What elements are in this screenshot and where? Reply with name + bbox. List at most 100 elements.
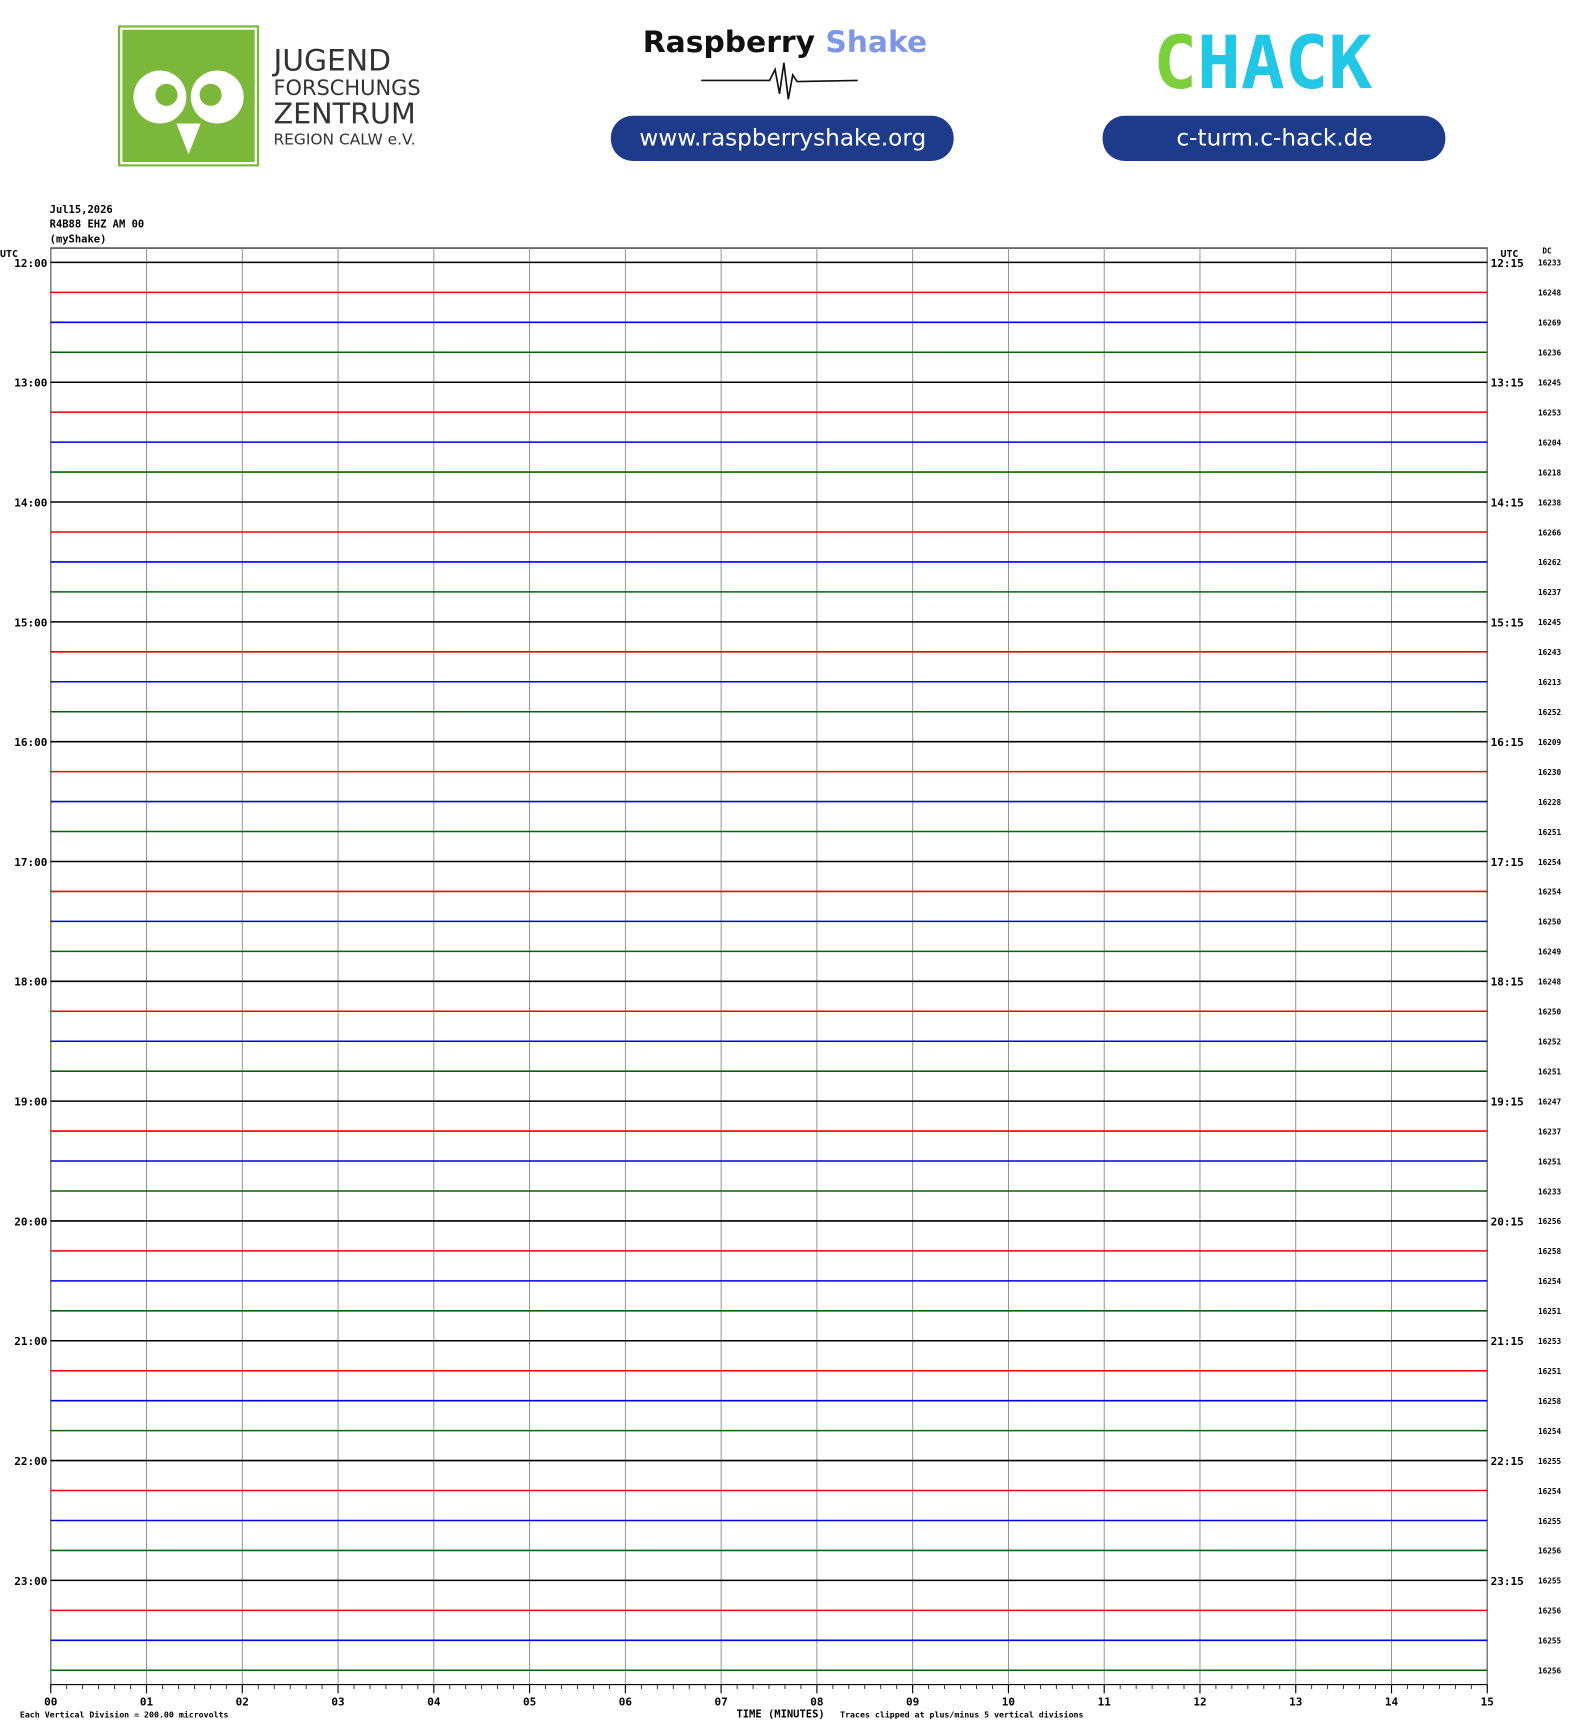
- x-tick-label: 06: [619, 1696, 633, 1709]
- row-label-right: 23:15: [1491, 1575, 1524, 1588]
- chack-c: C: [1153, 21, 1197, 106]
- x-tick-label: 11: [1098, 1696, 1112, 1709]
- dc-value: 16252: [1538, 708, 1561, 717]
- rs-url-pill[interactable]: [610, 115, 954, 161]
- dc-value: 16255: [1538, 1457, 1562, 1466]
- row-label-right: 21:15: [1491, 1335, 1524, 1348]
- row-label-right: 19:15: [1491, 1096, 1524, 1109]
- x-tick-label: 02: [236, 1696, 249, 1709]
- dc-value: 16249: [1538, 948, 1562, 957]
- row-label-left: 15:00: [14, 616, 47, 629]
- dc-value: 16254: [1538, 1277, 1562, 1286]
- dc-value: 16252: [1538, 1038, 1561, 1047]
- row-label-left: 17:00: [14, 856, 47, 869]
- row-label-left: 14:00: [14, 496, 47, 509]
- x-tick-label: 10: [1002, 1696, 1015, 1709]
- rs-word: Raspberry Shake: [643, 25, 927, 60]
- row-label-left: 18:00: [14, 976, 47, 989]
- left-unit: UTC: [0, 249, 18, 260]
- station-info: Jul15,2026: [50, 204, 113, 216]
- dc-value: 16253: [1538, 408, 1562, 417]
- x-tick-label: 00: [44, 1696, 57, 1709]
- rs-word1: Raspberry: [643, 25, 815, 60]
- row-label-left: 23:00: [14, 1575, 47, 1588]
- station-info: (myShake): [50, 234, 107, 246]
- x-tick-label: 09: [906, 1696, 919, 1709]
- helicorder: Jul15,2026 R4B88 EHZ AM 00 (myShake) UTC UTC…: [0, 204, 1562, 1721]
- x-tick-label: 01: [140, 1696, 154, 1709]
- x-tick-label: 15: [1481, 1696, 1494, 1709]
- dc-value: 16251: [1538, 1367, 1562, 1376]
- dc-value: 16253: [1538, 1337, 1562, 1346]
- chack-logo: CHACK: [1153, 21, 1372, 106]
- x-tick-label: 04: [427, 1696, 441, 1709]
- row-label-right: 22:15: [1491, 1455, 1524, 1468]
- clip-note: Traces clipped at plus/minus 5 vertical …: [840, 1710, 1083, 1720]
- dc-value: 16236: [1538, 349, 1562, 358]
- dc-value: 16233: [1538, 1187, 1562, 1196]
- dc-value: 16245: [1538, 379, 1562, 388]
- row-label-right: 17:15: [1491, 856, 1524, 869]
- row-label-left: 19:00: [14, 1096, 47, 1109]
- rs-word2: Shake: [825, 25, 927, 60]
- dc-value: 16258: [1538, 1247, 1562, 1256]
- dc-value: 16247: [1538, 1097, 1562, 1106]
- dc-value: 16228: [1538, 798, 1562, 807]
- dc-value: 16250: [1538, 1008, 1562, 1017]
- row-label-left: 20:00: [14, 1215, 47, 1228]
- dc-value: 16256: [1538, 1667, 1562, 1676]
- station-info: R4B88 EHZ AM 00: [50, 219, 145, 231]
- dc-value: 16245: [1538, 618, 1562, 627]
- dc-value: 16204: [1538, 438, 1562, 447]
- dc-value: 16251: [1538, 1157, 1562, 1166]
- dc-label: DC: [1542, 247, 1552, 256]
- scale-note: Each Vertical Division = 200.00 microvol…: [20, 1710, 229, 1720]
- dc-value: 16233: [1538, 259, 1562, 268]
- dc-value: 16251: [1538, 1307, 1562, 1316]
- dc-value: 16237: [1538, 1127, 1562, 1136]
- row-label-left: 16:00: [14, 736, 47, 749]
- row-label-left: 13:00: [14, 377, 47, 390]
- dc-value: 16251: [1538, 1067, 1562, 1076]
- x-tick-label: 13: [1289, 1696, 1302, 1709]
- dc-value: 16238: [1538, 498, 1562, 507]
- jfz-logo: [117, 25, 260, 167]
- dc-value: 16254: [1538, 858, 1562, 867]
- x-tick-label: 12: [1193, 1696, 1206, 1709]
- dc-value: 16251: [1538, 828, 1562, 837]
- chack-url[interactable]: c-turm.c-hack.de: [1176, 126, 1372, 152]
- dc-value: 16248: [1538, 978, 1562, 987]
- chack-url-pill[interactable]: [1102, 115, 1446, 161]
- right-unit: UTC: [1501, 249, 1519, 260]
- dc-value: 16250: [1538, 918, 1562, 927]
- rs-squiggle: [701, 62, 858, 100]
- dc-value: 16258: [1538, 1397, 1562, 1406]
- row-label-left: 12:00: [14, 257, 47, 270]
- x-tick-label: 07: [714, 1696, 727, 1709]
- dc-value: 16255: [1538, 1637, 1562, 1646]
- x-tick-label: 14: [1385, 1696, 1399, 1709]
- dc-value: 16255: [1538, 1517, 1562, 1526]
- jfz-text: REGION CALW e.V.: [273, 130, 415, 148]
- dc-value: 16255: [1538, 1577, 1562, 1586]
- dc-value: 16262: [1538, 558, 1561, 567]
- rs-url[interactable]: www.raspberryshake.org: [639, 126, 926, 152]
- dc-value: 16269: [1538, 319, 1562, 328]
- dc-value: 16266: [1538, 528, 1562, 537]
- dc-value: 16237: [1538, 588, 1562, 597]
- dc-value: 16254: [1538, 888, 1562, 897]
- dc-value: 16256: [1538, 1607, 1562, 1616]
- dc-value: 16256: [1538, 1547, 1562, 1556]
- row-label-right: 20:15: [1491, 1215, 1524, 1228]
- row-label-right: 12:15: [1491, 257, 1524, 270]
- row-label-left: 22:00: [14, 1455, 47, 1468]
- dc-value: 16213: [1538, 678, 1562, 687]
- dc-value: 16248: [1538, 289, 1562, 298]
- dc-value: 16209: [1538, 738, 1562, 747]
- row-label-right: 16:15: [1491, 736, 1524, 749]
- x-tick-label: 03: [331, 1696, 344, 1709]
- x-tick-label: 08: [810, 1696, 823, 1709]
- chack-rest: HACK: [1197, 21, 1372, 106]
- x-tick-label: 05: [523, 1696, 536, 1709]
